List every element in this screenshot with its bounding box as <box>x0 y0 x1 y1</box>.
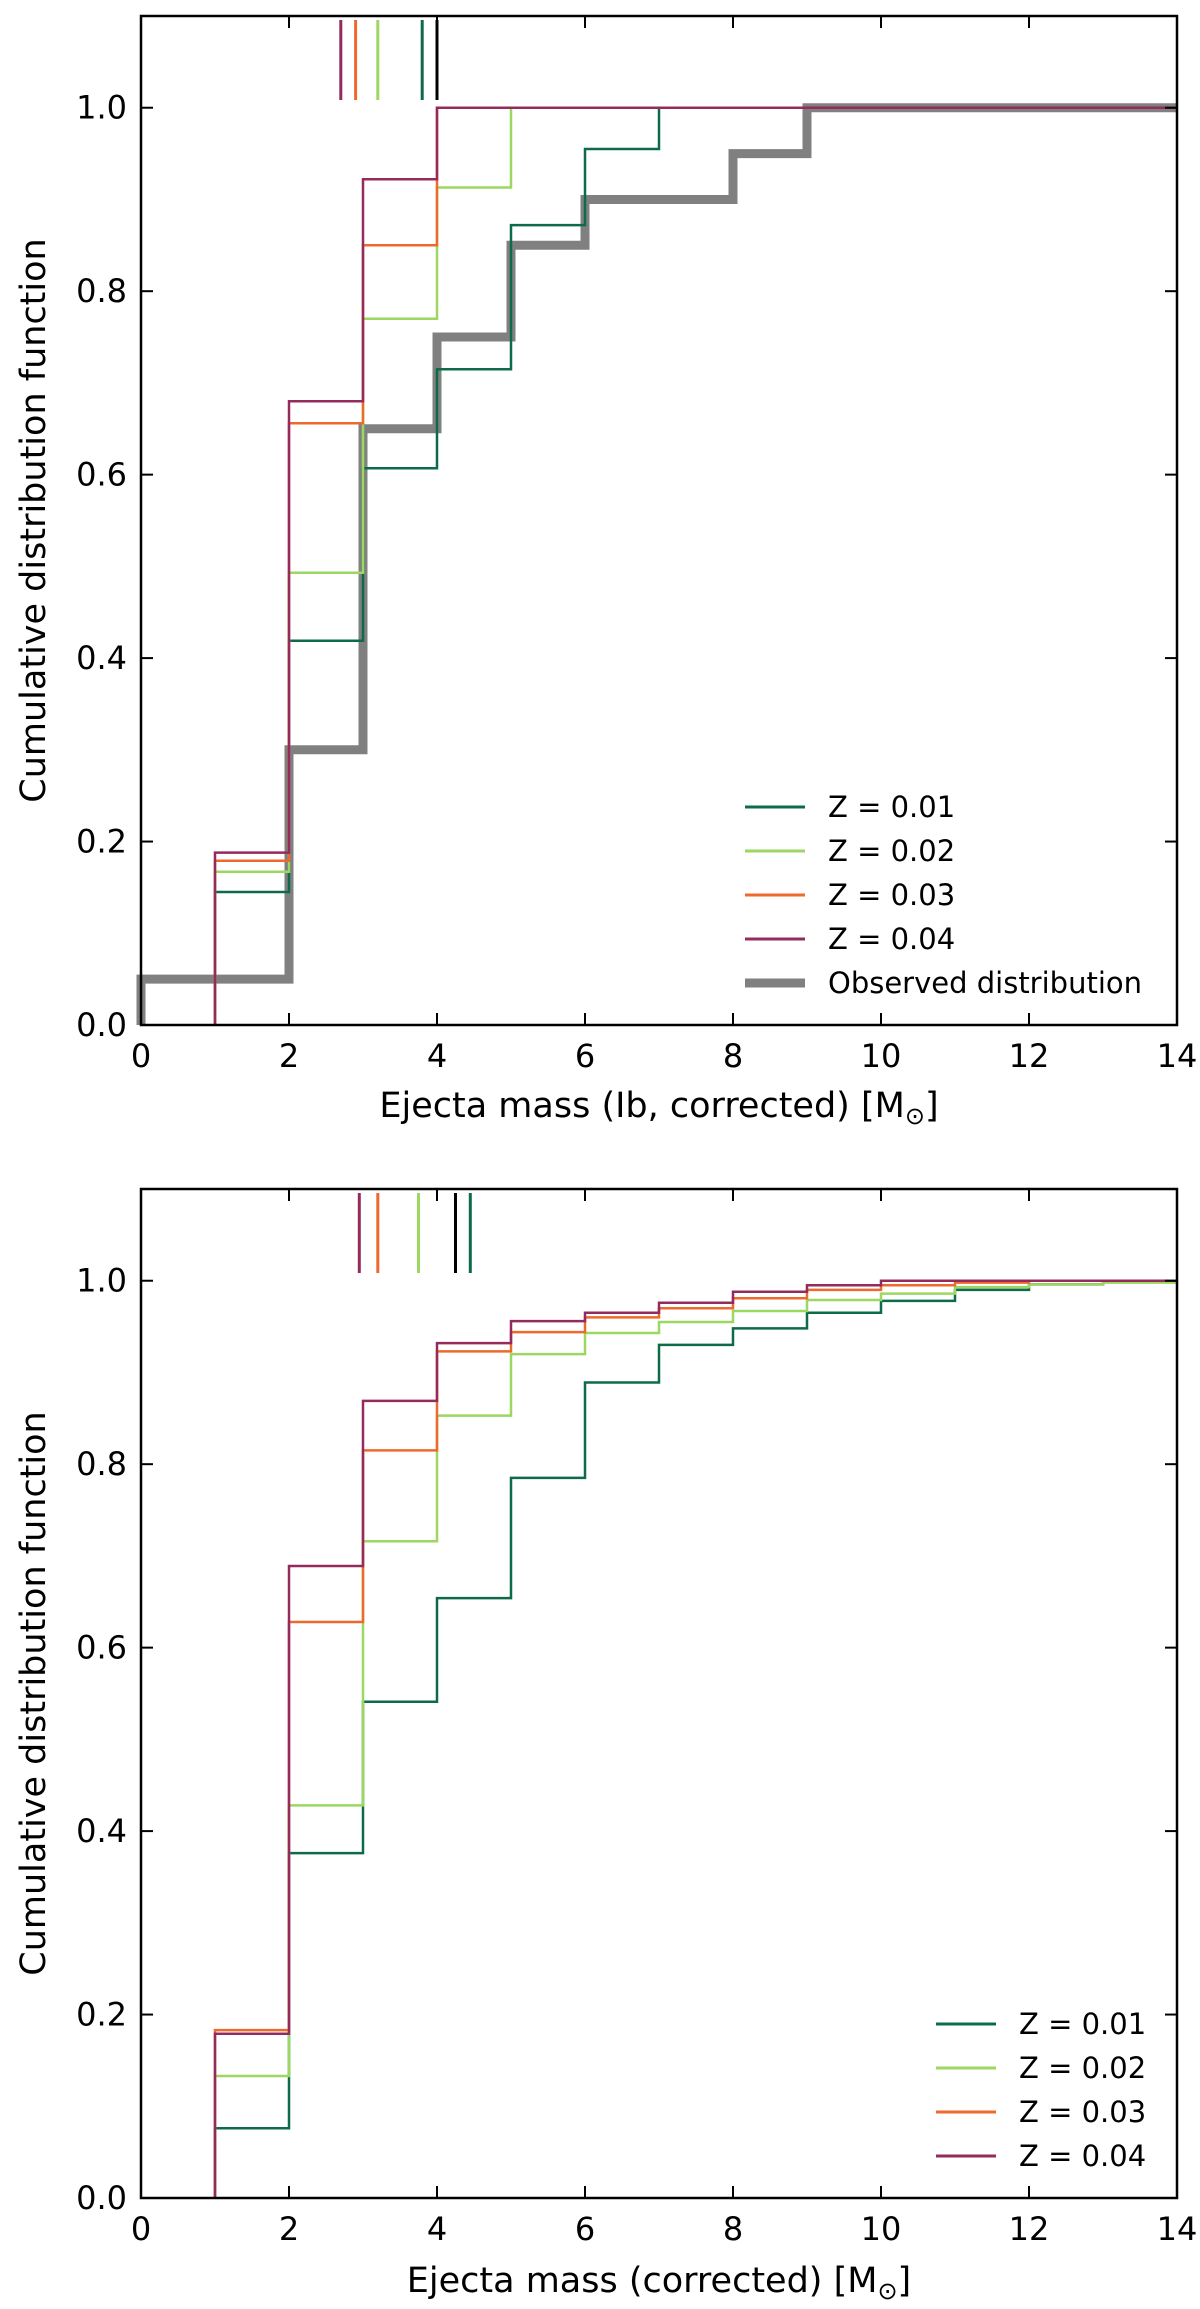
legend-label: Z = 0.01 <box>828 790 955 824</box>
y-tick-label: 0.4 <box>76 1812 127 1850</box>
series-line-observed-distribution <box>136 103 1177 1025</box>
y-tick-label: 0.6 <box>76 1629 127 1667</box>
series-line-z-0-04 <box>213 106 1177 1025</box>
y-tick-label: 0.8 <box>76 272 127 310</box>
x-tick-label: 2 <box>279 2210 299 2248</box>
y-axis-label: Cumulative distribution function <box>14 238 54 802</box>
x-tick-label: 12 <box>1009 2210 1050 2248</box>
x-tick-label: 12 <box>1009 1037 1050 1075</box>
x-tick-label: 0 <box>131 2210 151 2248</box>
legend-label: Observed distribution <box>828 966 1142 1000</box>
y-axis-label: Cumulative distribution function <box>14 1411 54 1975</box>
y-tick-label: 1.0 <box>76 89 127 127</box>
bottom-panel-ejecta-mass: 0 2 4 6 8 10 12 14 0.0 0.2 0.4 0.6 0.8 1.0 Ejecta mass… <box>14 1187 1198 2305</box>
legend-label: Z = 0.02 <box>1019 2051 1146 2085</box>
legend-label: Z = 0.03 <box>828 878 955 912</box>
y-tick-label: 0.8 <box>76 1445 127 1483</box>
legend-label: Z = 0.04 <box>1019 2139 1146 2173</box>
x-tick-label: 6 <box>575 2210 595 2248</box>
axes-frame <box>139 14 1179 1027</box>
x-tick-label: 8 <box>723 2210 743 2248</box>
x-tick-label: 4 <box>427 2210 447 2248</box>
x-tick-label: 6 <box>575 1037 595 1075</box>
x-axis-label: Ejecta mass (corrected) [M⊙] <box>407 2261 911 2305</box>
y-tick-label: 0.2 <box>76 823 127 861</box>
x-tick-label: 4 <box>427 1037 447 1075</box>
series-line-z-0-02 <box>213 1280 1179 2198</box>
y-tick-label: 0.0 <box>76 2179 127 2217</box>
x-tick-label: 0 <box>131 1037 151 1075</box>
x-tick-label: 2 <box>279 1037 299 1075</box>
legend-label: Z = 0.01 <box>1019 2007 1146 2041</box>
y-tick-label: 0.0 <box>76 1006 127 1044</box>
y-tick-label: 0.4 <box>76 639 127 677</box>
x-tick-label: 10 <box>861 1037 902 1075</box>
legend-label: Z = 0.04 <box>828 922 955 956</box>
x-tick-label: 14 <box>1157 1037 1198 1075</box>
x-axis-label: Ejecta mass (Ib, corrected) [M⊙] <box>379 1086 938 1130</box>
x-tick-label: 14 <box>1157 2210 1198 2248</box>
axes-frame <box>139 1187 1179 2200</box>
y-tick-label: 0.2 <box>76 1996 127 2034</box>
x-tick-label: 8 <box>723 1037 743 1075</box>
top-panel-ib-ejecta-mass: 0 2 4 6 8 10 12 14 0.0 0.2 0.4 0.6 0.8 1.0 Ejecta mass… <box>14 14 1198 1130</box>
y-tick-label: 1.0 <box>76 1262 127 1300</box>
x-tick-label: 10 <box>861 2210 902 2248</box>
legend-label: Z = 0.02 <box>828 834 955 868</box>
series-line-z-0-04 <box>213 1279 1177 2198</box>
legend-label: Z = 0.03 <box>1019 2095 1146 2129</box>
y-tick-label: 0.6 <box>76 456 127 494</box>
